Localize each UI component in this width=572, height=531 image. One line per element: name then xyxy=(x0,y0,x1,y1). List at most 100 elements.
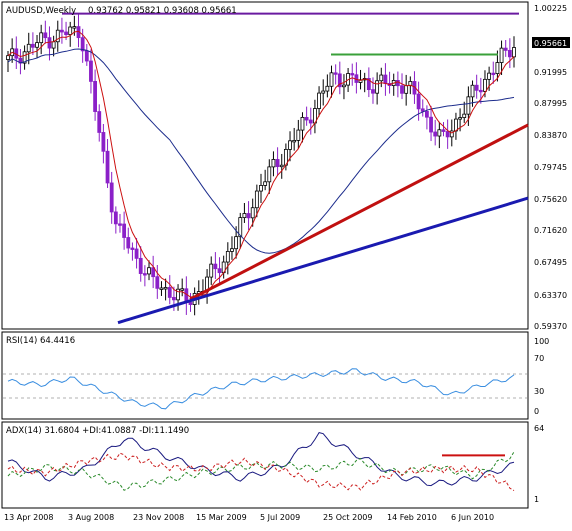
candle-body xyxy=(64,31,68,35)
candle-body xyxy=(375,80,380,94)
candle-body xyxy=(358,79,363,83)
rsi-ytick-label: 0 xyxy=(534,407,539,416)
candle-body xyxy=(499,47,504,63)
candle-body xyxy=(89,60,93,82)
candle-body xyxy=(441,129,446,132)
candle-body xyxy=(342,84,346,88)
candle-body xyxy=(429,116,433,133)
candle-body xyxy=(80,37,85,52)
candle-body xyxy=(503,47,508,51)
main-panel xyxy=(1,1,529,330)
candle-body xyxy=(217,268,222,274)
rsi-yaxis: 100 70 30 0 xyxy=(534,337,549,416)
ytick-label: 0.79745 xyxy=(534,163,567,172)
last-price-marker xyxy=(532,37,570,48)
xtick-label: 23 Nov 2008 xyxy=(133,513,184,522)
candle-body xyxy=(445,131,450,138)
rsi-ytick-label: 70 xyxy=(534,354,544,363)
candle-body xyxy=(163,287,168,290)
candle-body xyxy=(329,72,334,87)
candle-body xyxy=(250,207,255,219)
xtick-label: 13 Apr 2008 xyxy=(4,513,53,522)
candle-body xyxy=(122,223,127,238)
main-yaxis: 1.00225 0.91995 0.87995 0.83870 0.79745 … xyxy=(534,4,567,331)
candle-body xyxy=(304,116,309,121)
candle-body xyxy=(259,185,263,192)
candle-body xyxy=(507,49,512,58)
candle-body xyxy=(425,110,429,118)
candle-body xyxy=(474,84,479,91)
candle-body xyxy=(30,43,35,48)
ytick-label: 0.83870 xyxy=(534,131,567,140)
candle-body xyxy=(263,181,268,186)
candle-body xyxy=(333,72,338,75)
candle-body xyxy=(267,166,272,183)
candle-body xyxy=(147,267,151,275)
candle-body xyxy=(68,26,73,35)
candle-body xyxy=(458,117,462,120)
xtick-label: 3 Aug 2008 xyxy=(68,513,114,522)
candle-body xyxy=(246,213,251,219)
candle-body xyxy=(371,89,375,94)
candle-body xyxy=(292,139,297,143)
xtick-label: 6 Jun 2010 xyxy=(451,513,494,522)
blue-trendline xyxy=(117,196,529,325)
candle-body xyxy=(466,96,471,115)
candle-body xyxy=(209,263,214,278)
candle-body xyxy=(213,263,218,270)
candle-body xyxy=(172,297,176,301)
ytick-label: 0.91995 xyxy=(534,68,567,77)
adx-line xyxy=(7,432,515,487)
adx-ytick-label: 1 xyxy=(534,495,539,504)
rsi-title: RSI(14) 64.4416 xyxy=(6,336,75,346)
candle-body xyxy=(118,223,122,226)
ytick-label: 0.75620 xyxy=(534,195,567,204)
candle-body xyxy=(230,248,234,252)
candle-body xyxy=(433,131,438,137)
candle-body xyxy=(159,287,164,290)
candle-body xyxy=(279,164,284,168)
candle-body xyxy=(225,251,230,263)
candle-body xyxy=(321,90,326,94)
candle-body xyxy=(238,217,243,238)
candle-body xyxy=(84,50,89,62)
candle-body xyxy=(126,237,131,249)
candle-body xyxy=(155,276,160,289)
plus-di-line xyxy=(7,451,515,491)
rsi-line xyxy=(7,368,515,410)
candle-body xyxy=(317,92,321,109)
candle-body xyxy=(138,257,143,274)
candle-body xyxy=(151,267,156,278)
candle-body xyxy=(308,119,313,124)
ytick-label: 0.59370 xyxy=(534,322,567,331)
candle-body xyxy=(383,74,388,84)
candle-body xyxy=(167,287,172,298)
xtick-label: 14 Feb 2010 xyxy=(387,513,437,522)
red-trendline xyxy=(189,123,529,301)
adx-title: ADX(14) 31.6804 +DI:41.0887 -DI:11.1490 xyxy=(6,426,189,436)
candle-body xyxy=(130,247,135,250)
candle-body xyxy=(478,89,483,93)
ytick-label: 0.71620 xyxy=(534,226,567,235)
candle-body xyxy=(449,130,454,138)
candle-body xyxy=(22,51,27,64)
main-title: AUDUSD,Weekly xyxy=(6,6,76,16)
ytick-label: 1.00225 xyxy=(534,4,567,13)
candle-body xyxy=(97,111,102,133)
ytick-label: 0.63370 xyxy=(534,291,567,300)
candle-body xyxy=(109,182,114,213)
candle-body xyxy=(491,72,496,76)
candle-body xyxy=(134,248,139,259)
candle-body xyxy=(437,129,442,137)
candle-body xyxy=(55,29,60,43)
candle-body xyxy=(400,85,404,94)
adx-plot xyxy=(7,432,515,492)
xtick-label: 15 Mar 2009 xyxy=(196,513,247,522)
sma-short-line xyxy=(7,30,515,298)
adx-yaxis: 64 1 xyxy=(534,424,544,504)
candle-body xyxy=(483,78,487,92)
candle-body xyxy=(288,140,292,150)
rsi-ytick-label: 100 xyxy=(534,337,549,346)
candle-body xyxy=(325,85,330,92)
